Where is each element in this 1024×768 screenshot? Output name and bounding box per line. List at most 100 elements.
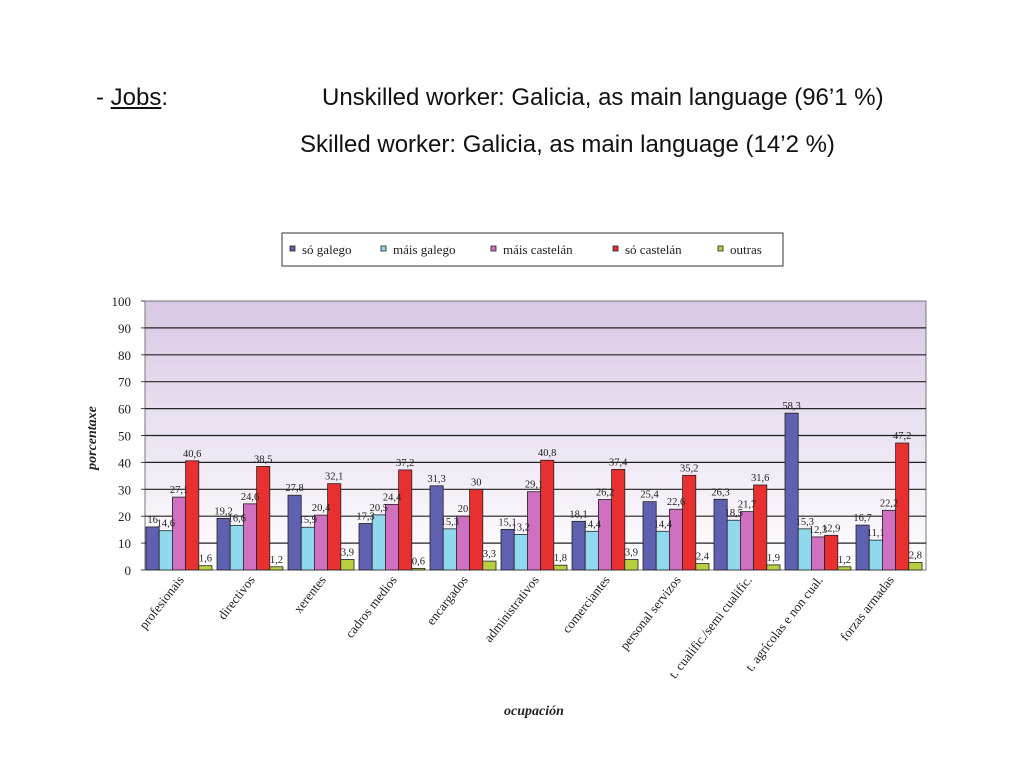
x-tick-label: t. agrícolas e non cual. [742,573,826,674]
bullet-dash: - [96,84,111,111]
legend-swatch [490,245,497,252]
bar [500,528,515,571]
data-label: 40,8 [538,448,556,459]
bar [229,524,244,571]
data-label: 31,6 [751,473,769,484]
y-tick-label: 100 [112,294,132,309]
data-label: 20 [458,504,469,515]
bar [327,483,342,571]
legend-box [281,232,784,267]
bar [256,466,271,571]
data-label: 30 [471,477,482,488]
data-label: 14,4 [654,519,673,530]
y-tick-label: 70 [118,375,131,390]
bar [429,485,444,571]
bar [145,526,160,571]
y-tick-label: 90 [118,321,131,336]
legend-swatch [289,245,296,252]
data-label: 35,2 [680,463,698,474]
data-label: 3,3 [483,549,496,560]
data-label: 14,6 [157,519,175,530]
data-label: 11,1 [867,528,885,539]
data-label: 47,2 [893,431,911,442]
y-tick-label: 40 [118,455,131,470]
bar [908,562,923,571]
data-label: 12,3 [809,525,827,536]
bar [655,530,670,571]
bar [868,539,883,571]
data-label: 24,4 [383,492,402,503]
data-label: 2,8 [909,550,922,561]
bar [766,564,781,571]
bars [145,412,923,571]
bar [726,519,741,571]
x-tick-label: xerentes [290,573,328,616]
legend-entry: máis castelán [503,242,573,257]
bar [624,559,639,571]
data-label: 18,5 [725,508,743,519]
x-tick-label: administrativos [481,573,542,645]
bar [513,534,528,571]
data-label: 1,9 [767,553,780,564]
bar [171,496,186,571]
x-tick-label: directivos [214,573,257,623]
bar [340,559,355,571]
data-label: 20,5 [370,503,388,514]
bar [642,501,657,571]
bar [682,474,697,571]
x-axis-ticks: profesionais directivos xerentes cadros med… [136,573,897,682]
data-label: 12,9 [822,523,840,534]
bar [882,509,897,571]
data-label: 1,2 [838,555,851,566]
bar [895,442,910,571]
bar [482,560,497,571]
data-label: 37,4 [609,457,628,468]
bar [695,563,710,571]
data-label: 32,1 [325,472,343,483]
data-label: 2,4 [696,552,710,563]
bar [158,530,173,571]
x-tick-label: cadros medios [342,573,400,641]
bar [598,499,613,571]
data-label: 1,6 [199,554,212,565]
data-label: 1,2 [270,555,283,566]
data-label: 1,8 [554,553,567,564]
legend-entry: só castelán [625,242,682,257]
bar [469,488,484,571]
bar [584,530,599,571]
bar [371,514,386,571]
x-tick-label: profesionais [136,573,187,632]
data-label: 20,4 [312,503,331,514]
bar [300,526,315,571]
legend-swatch [380,245,387,252]
data-label: 16,6 [228,513,246,524]
data-label: 22,2 [880,498,898,509]
legend-entry: só galego [302,242,351,257]
data-label: 3,9 [625,548,638,559]
bar [411,567,426,571]
y-axis-ticks: 0 10 20 30 40 50 60 70 80 90 100 [112,294,145,578]
legend-entry: máis galego [393,242,455,257]
data-label: 40,6 [183,449,201,460]
data-label: 17,3 [356,511,374,522]
y-tick-label: 80 [118,348,131,363]
data-label: 27,1 [170,485,188,496]
data-label: 14,4 [583,519,602,530]
data-label: 3,9 [341,548,354,559]
chart-legend: só galego máis galego máis castelán só cast… [281,232,784,267]
bar [611,468,626,571]
bar [398,469,413,571]
data-label: 24,6 [241,492,259,503]
y-tick-label: 10 [118,536,131,551]
x-tick-label: encargados [423,573,471,628]
legend-swatch [717,245,724,252]
jobs-line: - Jobs: Unskilled worker: Galicia, as ma… [96,84,884,112]
data-label: 18,1 [569,509,587,520]
bar [824,534,839,571]
y-tick-label: 50 [118,429,131,444]
bar [185,460,200,571]
data-label: 25,4 [640,490,659,501]
legend-swatch [612,245,619,252]
y-axis-label: porcentaxe [85,406,100,471]
